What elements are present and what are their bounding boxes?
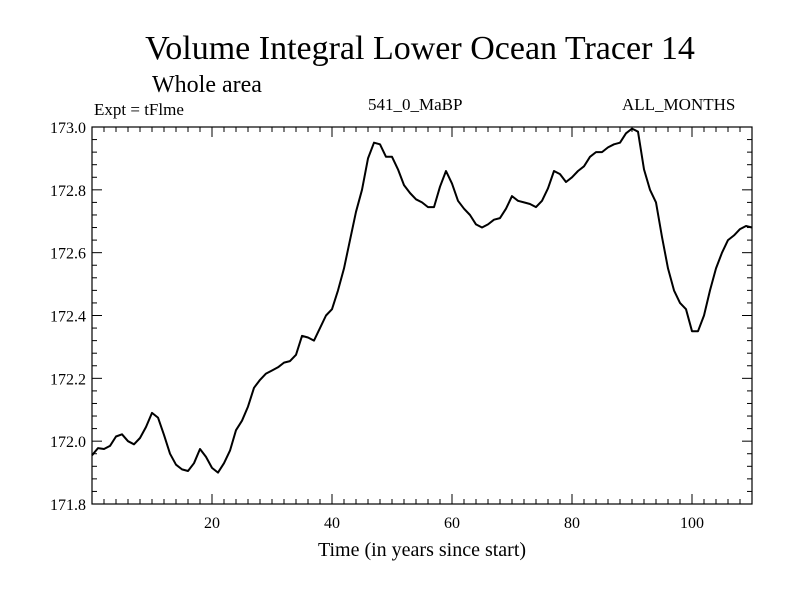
x-tick-label: 60	[444, 515, 460, 532]
x-axis-label: Time (in years since start)	[318, 539, 526, 561]
chart-title: Volume Integral Lower Ocean Tracer 14	[145, 30, 695, 67]
series-line	[91, 127, 753, 474]
chart-subtitle: Whole area	[152, 72, 262, 98]
run-label: 541_0_MaBP	[368, 95, 463, 114]
x-tick-label: 40	[324, 515, 340, 532]
x-tick-label: 100	[680, 515, 704, 532]
y-tick-label: 172.2	[50, 371, 86, 388]
y-tick-label: 173.0	[50, 120, 86, 137]
y-tick-label: 171.8	[50, 497, 86, 514]
y-tick-label: 172.8	[50, 183, 86, 200]
y-tick-label: 172.0	[50, 434, 86, 451]
x-tick-label: 20	[204, 515, 220, 532]
y-tick-label: 172.6	[50, 246, 86, 263]
months-label: ALL_MONTHS	[622, 95, 736, 114]
series-layer	[91, 127, 753, 474]
axes	[91, 126, 753, 505]
experiment-label: Expt = tFlme	[94, 100, 184, 119]
plot-frame	[91, 126, 753, 505]
tick-labels: 20 40 60 80 100 171.8 172.0 172.2 172.4 172.6 172.…	[50, 120, 704, 561]
x-tick-label: 80	[564, 515, 580, 532]
y-tick-label: 172.4	[50, 309, 86, 326]
